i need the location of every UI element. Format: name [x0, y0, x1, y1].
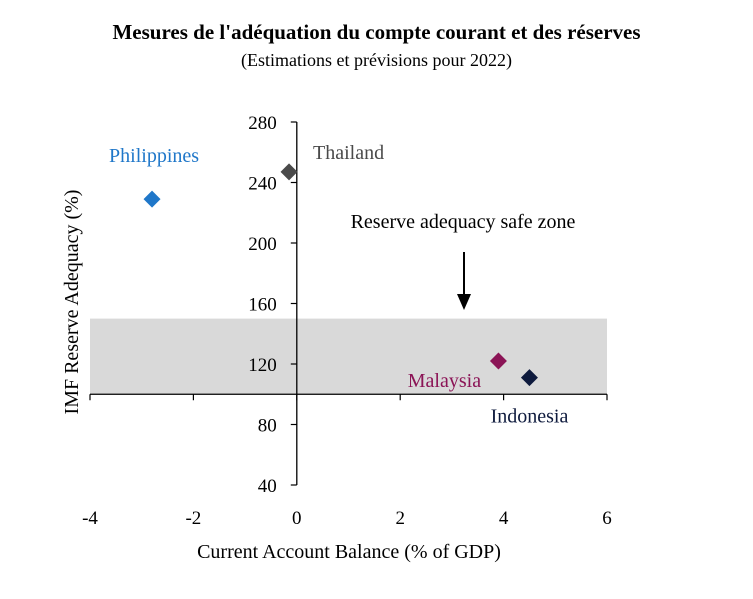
y-tick-label: 280: [248, 113, 277, 134]
x-tick-label: -4: [82, 508, 98, 529]
x-tick-label: 4: [499, 508, 509, 529]
point-thailand: [280, 163, 298, 181]
safe-zone-arrow-head: [457, 294, 471, 310]
point-philippines: [143, 190, 161, 208]
y-axis-label: IMF Reserve Adequacy (%): [61, 190, 83, 415]
y-tick-label: 40: [258, 476, 277, 497]
y-tick-label: 120: [248, 355, 277, 376]
y-tick-label: 240: [248, 174, 277, 195]
point-label-indonesia: Indonesia: [491, 406, 569, 428]
x-axis-label: Current Account Balance (% of GDP): [197, 541, 501, 563]
point-label-malaysia: Malaysia: [408, 370, 481, 392]
x-tick-label: 6: [602, 508, 612, 529]
y-tick-label: 200: [248, 234, 277, 255]
point-malaysia: [489, 352, 507, 370]
point-indonesia: [520, 369, 538, 387]
y-tick-label: 160: [248, 295, 277, 316]
x-tick-label: 0: [292, 508, 302, 529]
y-tick-label: 80: [258, 416, 277, 437]
x-tick-label: -2: [185, 508, 201, 529]
chart-title: Mesures de l'adéquation du compte couran…: [112, 20, 641, 44]
point-label-thailand: Thailand: [313, 142, 384, 164]
safe-zone-band: [90, 318, 607, 395]
point-label-philippines: Philippines: [109, 145, 199, 167]
safe-zone-label: Reserve adequacy safe zone: [351, 211, 576, 233]
chart-subtitle: (Estimations et prévisions pour 2022): [241, 50, 512, 70]
x-tick-label: 2: [395, 508, 405, 529]
